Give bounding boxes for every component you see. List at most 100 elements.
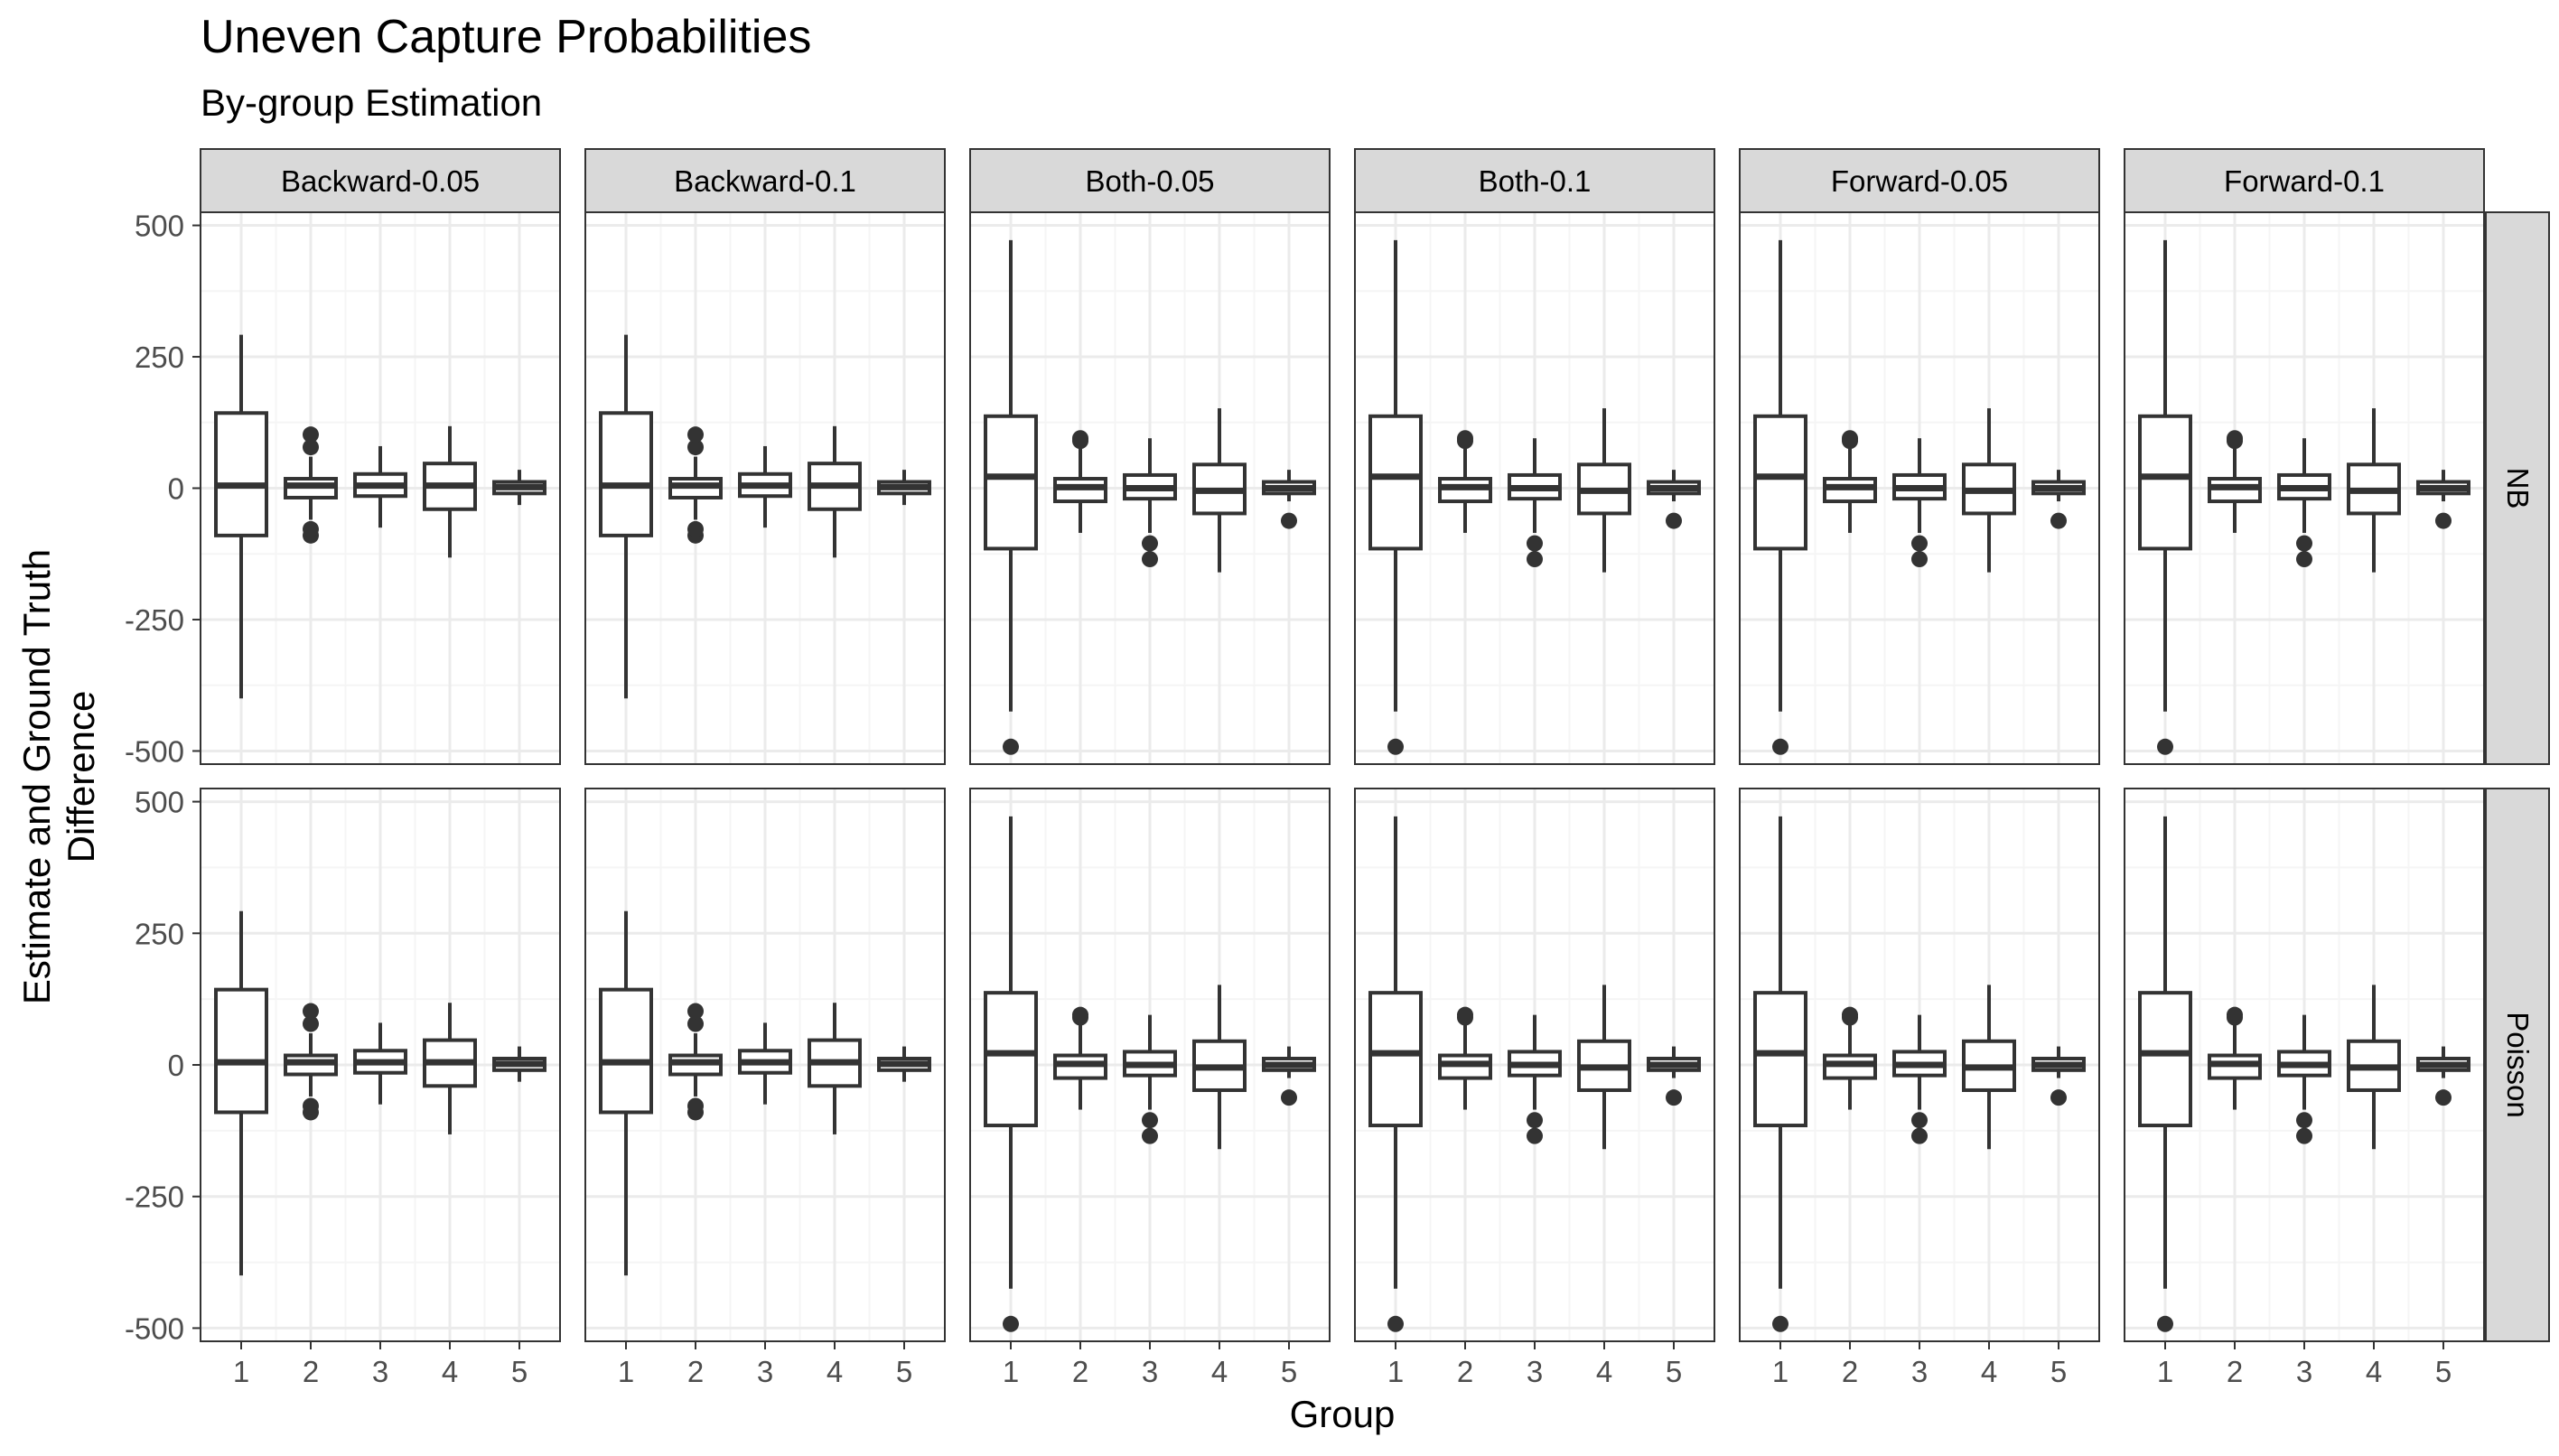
y-tick-label: 250 bbox=[135, 341, 184, 374]
boxplot-group-4 bbox=[423, 425, 477, 558]
y-tick-label: -250 bbox=[125, 603, 184, 637]
row-strip-label: NB bbox=[2501, 468, 2535, 509]
y-axis-title: Estimate and Ground TruthDifference bbox=[15, 549, 102, 1004]
boxplot-group-5 bbox=[2031, 1046, 2086, 1106]
y-tick-label: 0 bbox=[168, 1049, 184, 1082]
boxplot-group-2 bbox=[2208, 430, 2262, 533]
outlier-point bbox=[303, 439, 319, 456]
boxplot-group-1 bbox=[984, 239, 1038, 755]
chart-subtitle: By-group Estimation bbox=[201, 81, 542, 124]
outlier-point bbox=[2435, 1089, 2452, 1106]
boxplot-group-1 bbox=[984, 816, 1038, 1332]
x-tick-label: 3 bbox=[1527, 1355, 1543, 1388]
box bbox=[599, 411, 653, 537]
x-tick-label: 2 bbox=[303, 1355, 319, 1388]
outlier-point bbox=[2227, 1006, 2243, 1023]
boxplot-group-4 bbox=[1192, 408, 1247, 573]
x-tick-label: 3 bbox=[757, 1355, 773, 1388]
boxplot-group-1 bbox=[1753, 816, 1807, 1332]
boxplot-group-5 bbox=[1647, 1046, 1701, 1106]
outlier-point bbox=[1457, 1006, 1473, 1023]
boxplot-group-2 bbox=[1823, 430, 1877, 533]
outlier-point bbox=[1772, 738, 1788, 755]
outlier-point bbox=[1281, 512, 1297, 529]
boxplot-group-3 bbox=[1892, 1014, 1947, 1144]
outlier-point bbox=[687, 520, 704, 537]
x-tick-label: 4 bbox=[1211, 1355, 1228, 1388]
boxplot-group-3 bbox=[1123, 438, 1177, 568]
y-tick-label: -500 bbox=[125, 734, 184, 768]
box bbox=[1368, 991, 1423, 1128]
boxplot-group-3 bbox=[353, 1022, 407, 1105]
column-strip-label: Forward-0.05 bbox=[1831, 164, 2008, 198]
outlier-point bbox=[687, 426, 704, 443]
outlier-point bbox=[1911, 1127, 1928, 1144]
outlier-point bbox=[1527, 1127, 1543, 1144]
outlier-point bbox=[1911, 1112, 1928, 1129]
outlier-point bbox=[1387, 1315, 1404, 1332]
box bbox=[214, 987, 268, 1115]
box bbox=[1753, 991, 1807, 1128]
column-strip-label: Forward-0.1 bbox=[2224, 164, 2385, 198]
boxplot-group-2 bbox=[1053, 430, 1107, 533]
boxplot-group-5 bbox=[2416, 1046, 2470, 1106]
outlier-point bbox=[1142, 1127, 1158, 1144]
outlier-point bbox=[303, 1097, 319, 1115]
boxplot-group-4 bbox=[1577, 408, 1631, 573]
y-tick-label: 500 bbox=[135, 786, 184, 819]
outlier-point bbox=[303, 426, 319, 443]
boxplot-group-1 bbox=[1368, 239, 1423, 755]
x-tick-label: 2 bbox=[687, 1355, 704, 1388]
x-tick-label: 3 bbox=[2296, 1355, 2312, 1388]
outlier-point bbox=[2050, 1089, 2067, 1106]
boxplot-group-2 bbox=[2208, 1006, 2262, 1110]
boxplot-group-3 bbox=[2277, 1014, 2331, 1144]
outlier-point bbox=[1527, 551, 1543, 568]
y-tick-label: -500 bbox=[125, 1311, 184, 1345]
column-strip bbox=[1354, 148, 1715, 213]
outlier-point bbox=[2227, 430, 2243, 447]
outlier-point bbox=[303, 1015, 319, 1032]
outlier-point bbox=[1911, 551, 1928, 568]
boxplot-group-1 bbox=[1368, 816, 1423, 1332]
column-strip-label: Backward-0.05 bbox=[281, 164, 480, 198]
boxplot-group-4 bbox=[808, 1003, 862, 1134]
box bbox=[984, 991, 1038, 1128]
outlier-point bbox=[687, 1003, 704, 1020]
outlier-point bbox=[1072, 430, 1088, 447]
outlier-point bbox=[1842, 1006, 1858, 1023]
column-strip-label: Both-0.1 bbox=[1479, 164, 1592, 198]
x-tick-label: 3 bbox=[1911, 1355, 1928, 1388]
outlier-point bbox=[1387, 738, 1404, 755]
boxplot-group-5 bbox=[492, 470, 546, 506]
column-strip bbox=[1739, 148, 2100, 213]
x-tick-label: 1 bbox=[233, 1355, 249, 1388]
boxplot-group-3 bbox=[1892, 438, 1947, 568]
y-tick-label: 500 bbox=[135, 210, 184, 243]
x-tick-label: 1 bbox=[1003, 1355, 1019, 1388]
boxplot-group-4 bbox=[423, 1003, 477, 1134]
boxplot-group-1 bbox=[2138, 816, 2192, 1332]
boxplot-group-1 bbox=[214, 334, 268, 699]
boxplot-group-1 bbox=[1753, 239, 1807, 755]
x-tick-label: 3 bbox=[372, 1355, 388, 1388]
outlier-point bbox=[687, 1015, 704, 1032]
boxplot-group-2 bbox=[1438, 1006, 1492, 1110]
boxplot-group-3 bbox=[738, 445, 792, 528]
x-tick-label: 2 bbox=[1457, 1355, 1473, 1388]
column-strip bbox=[2124, 148, 2485, 213]
x-tick-label: 2 bbox=[1842, 1355, 1858, 1388]
boxplot-group-2 bbox=[668, 1003, 723, 1121]
x-tick-label: 1 bbox=[2157, 1355, 2173, 1388]
column-strip bbox=[584, 148, 946, 213]
x-tick-label: 4 bbox=[1596, 1355, 1612, 1388]
x-tick-label: 4 bbox=[827, 1355, 843, 1388]
outlier-point bbox=[1527, 535, 1543, 552]
outlier-point bbox=[2296, 535, 2312, 552]
boxplot-group-1 bbox=[2138, 239, 2192, 755]
x-tick-label: 5 bbox=[896, 1355, 912, 1388]
boxplot-group-5 bbox=[1262, 470, 1316, 529]
outlier-point bbox=[303, 1003, 319, 1020]
